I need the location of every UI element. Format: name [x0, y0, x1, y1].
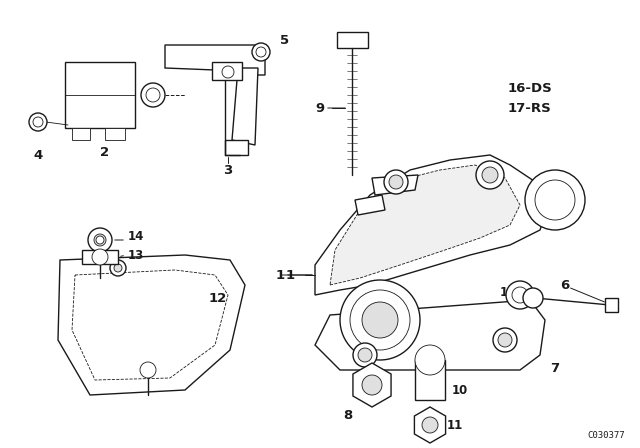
- Ellipse shape: [384, 170, 408, 194]
- Ellipse shape: [88, 228, 112, 252]
- Ellipse shape: [362, 375, 382, 395]
- Text: 1: 1: [275, 268, 285, 281]
- Polygon shape: [315, 155, 545, 295]
- Polygon shape: [355, 195, 385, 215]
- Text: 12: 12: [209, 292, 227, 305]
- Ellipse shape: [353, 343, 377, 367]
- Polygon shape: [415, 407, 445, 443]
- Ellipse shape: [498, 333, 512, 347]
- Text: 2: 2: [100, 146, 109, 159]
- Ellipse shape: [29, 113, 47, 131]
- Polygon shape: [337, 32, 368, 48]
- Ellipse shape: [340, 280, 420, 360]
- Ellipse shape: [92, 249, 108, 265]
- Polygon shape: [372, 175, 418, 195]
- Text: 4: 4: [33, 148, 43, 161]
- Text: 17-RS: 17-RS: [508, 102, 552, 115]
- Ellipse shape: [256, 47, 266, 57]
- Ellipse shape: [362, 302, 398, 338]
- Ellipse shape: [96, 236, 104, 244]
- Text: 1: 1: [285, 268, 294, 281]
- Ellipse shape: [476, 161, 504, 189]
- Ellipse shape: [358, 348, 372, 362]
- Polygon shape: [82, 250, 118, 264]
- Text: 11: 11: [447, 418, 463, 431]
- Ellipse shape: [33, 117, 43, 127]
- Polygon shape: [72, 270, 228, 380]
- Ellipse shape: [222, 66, 234, 78]
- Ellipse shape: [110, 260, 126, 276]
- Ellipse shape: [525, 170, 585, 230]
- Ellipse shape: [252, 43, 270, 61]
- Ellipse shape: [146, 88, 160, 102]
- Ellipse shape: [141, 83, 165, 107]
- Polygon shape: [353, 363, 391, 407]
- Ellipse shape: [94, 234, 106, 246]
- Polygon shape: [232, 68, 258, 145]
- Ellipse shape: [114, 264, 122, 272]
- Ellipse shape: [140, 362, 156, 378]
- Text: C030377: C030377: [588, 431, 625, 439]
- Text: 7: 7: [550, 362, 559, 375]
- Text: 13: 13: [128, 249, 144, 262]
- Text: 16-DS: 16-DS: [508, 82, 553, 95]
- Text: 14: 14: [128, 229, 145, 242]
- Polygon shape: [72, 128, 90, 140]
- Text: 3: 3: [223, 164, 232, 177]
- Polygon shape: [605, 298, 618, 312]
- Text: 15: 15: [500, 285, 516, 298]
- Ellipse shape: [422, 417, 438, 433]
- Text: 6: 6: [561, 279, 570, 292]
- Ellipse shape: [493, 328, 517, 352]
- Polygon shape: [58, 255, 245, 395]
- Ellipse shape: [482, 167, 498, 183]
- Text: 9: 9: [316, 102, 324, 115]
- Ellipse shape: [350, 290, 410, 350]
- Polygon shape: [105, 128, 125, 140]
- Text: 5: 5: [280, 34, 289, 47]
- Ellipse shape: [415, 345, 445, 375]
- Text: 10: 10: [452, 383, 468, 396]
- Polygon shape: [415, 360, 445, 400]
- Polygon shape: [315, 300, 545, 370]
- Ellipse shape: [523, 288, 543, 308]
- Text: 8: 8: [344, 409, 353, 422]
- Ellipse shape: [389, 175, 403, 189]
- Polygon shape: [212, 62, 242, 80]
- Ellipse shape: [535, 180, 575, 220]
- Ellipse shape: [506, 281, 534, 309]
- Polygon shape: [330, 165, 520, 285]
- Polygon shape: [65, 62, 135, 128]
- Polygon shape: [225, 140, 248, 155]
- Polygon shape: [165, 45, 265, 78]
- Ellipse shape: [512, 287, 528, 303]
